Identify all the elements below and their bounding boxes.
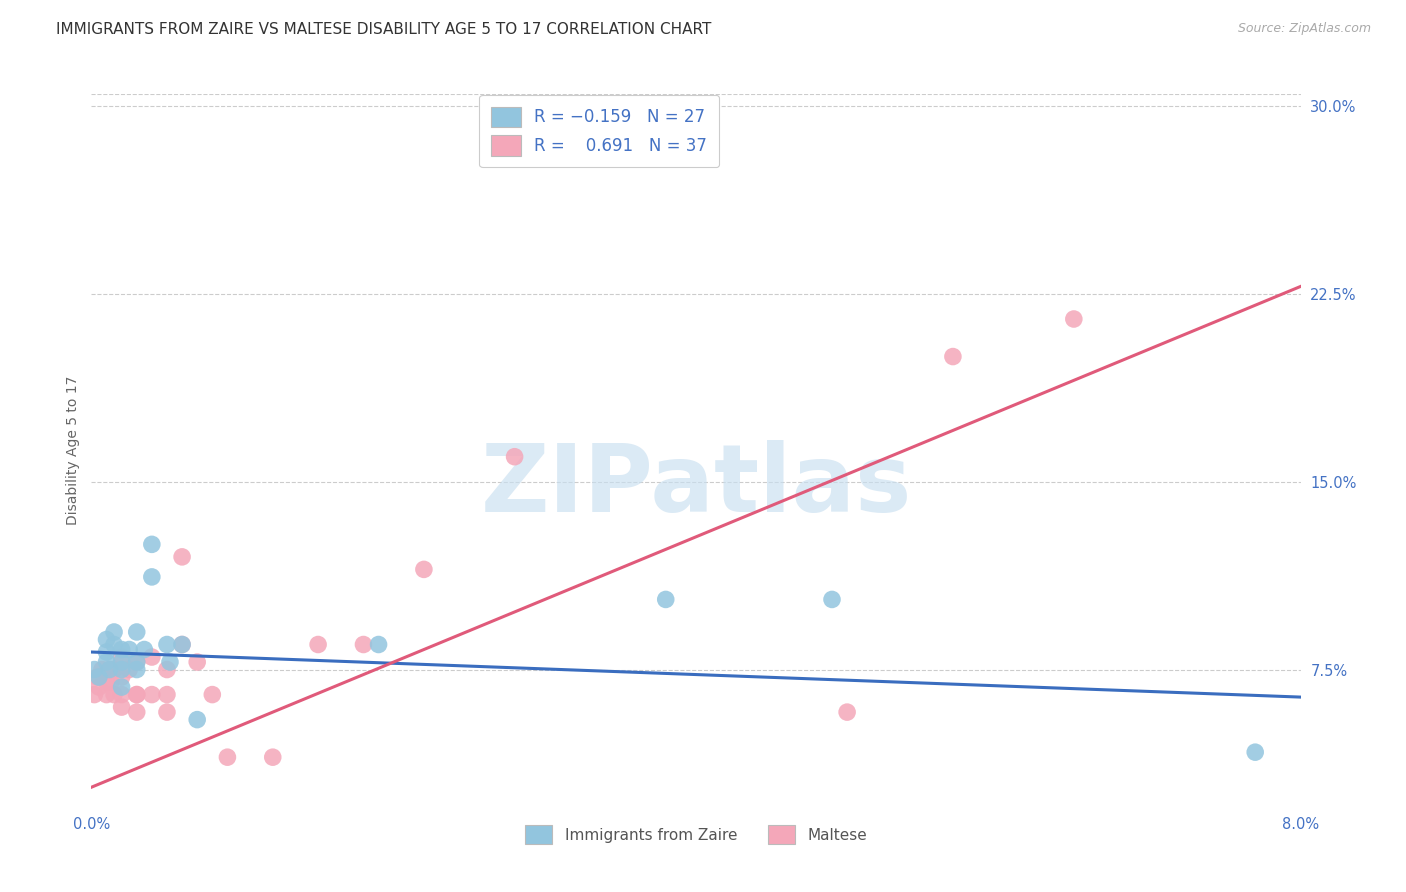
Point [111,700,132,714]
Point [96,645,118,659]
Point [654,592,676,607]
Point [118,642,141,657]
Point [103,688,125,702]
Text: ZIPatlas: ZIPatlas [481,440,911,533]
Point [141,537,163,551]
Point [125,655,148,669]
Point [1244,745,1267,759]
Point [103,663,125,677]
Point [96,688,118,702]
Point [201,688,224,702]
Point [307,638,329,652]
Point [156,688,179,702]
Text: Source: ZipAtlas.com: Source: ZipAtlas.com [1237,22,1371,36]
Point [413,562,436,576]
Point [111,680,132,694]
Point [134,642,156,657]
Point [186,713,208,727]
Point [172,549,194,564]
Point [367,638,389,652]
Point [125,663,148,677]
Point [125,625,148,640]
Point [503,450,526,464]
Point [172,638,194,652]
Point [103,625,125,640]
Point [111,688,132,702]
Point [156,663,179,677]
Point [83,688,105,702]
Point [111,670,132,684]
Point [186,655,208,669]
Point [821,592,844,607]
Point [125,705,148,719]
Point [111,663,132,677]
Point [352,638,374,652]
Point [125,688,148,702]
Point [83,663,105,677]
Point [262,750,284,764]
Point [111,655,132,669]
Point [156,638,179,652]
Point [96,632,118,647]
Point [172,638,194,652]
Point [1063,312,1085,326]
Point [125,688,148,702]
Point [125,655,148,669]
Point [141,650,163,665]
Point [217,750,239,764]
Point [156,705,179,719]
Point [100,675,122,690]
Point [835,705,858,719]
Point [87,670,110,684]
Point [96,655,118,669]
Point [103,638,125,652]
Point [118,663,141,677]
Legend: Immigrants from Zaire, Maltese: Immigrants from Zaire, Maltese [516,816,876,853]
Text: IMMIGRANTS FROM ZAIRE VS MALTESE DISABILITY AGE 5 TO 17 CORRELATION CHART: IMMIGRANTS FROM ZAIRE VS MALTESE DISABIL… [56,22,711,37]
Point [159,655,181,669]
Point [141,570,163,584]
Point [111,642,132,657]
Y-axis label: Disability Age 5 to 17: Disability Age 5 to 17 [66,376,80,525]
Point [98,663,121,677]
Point [98,663,121,677]
Point [86,670,108,684]
Point [87,680,110,694]
Point [942,350,965,364]
Point [91,663,114,677]
Point [141,688,163,702]
Point [111,650,132,665]
Point [96,675,118,690]
